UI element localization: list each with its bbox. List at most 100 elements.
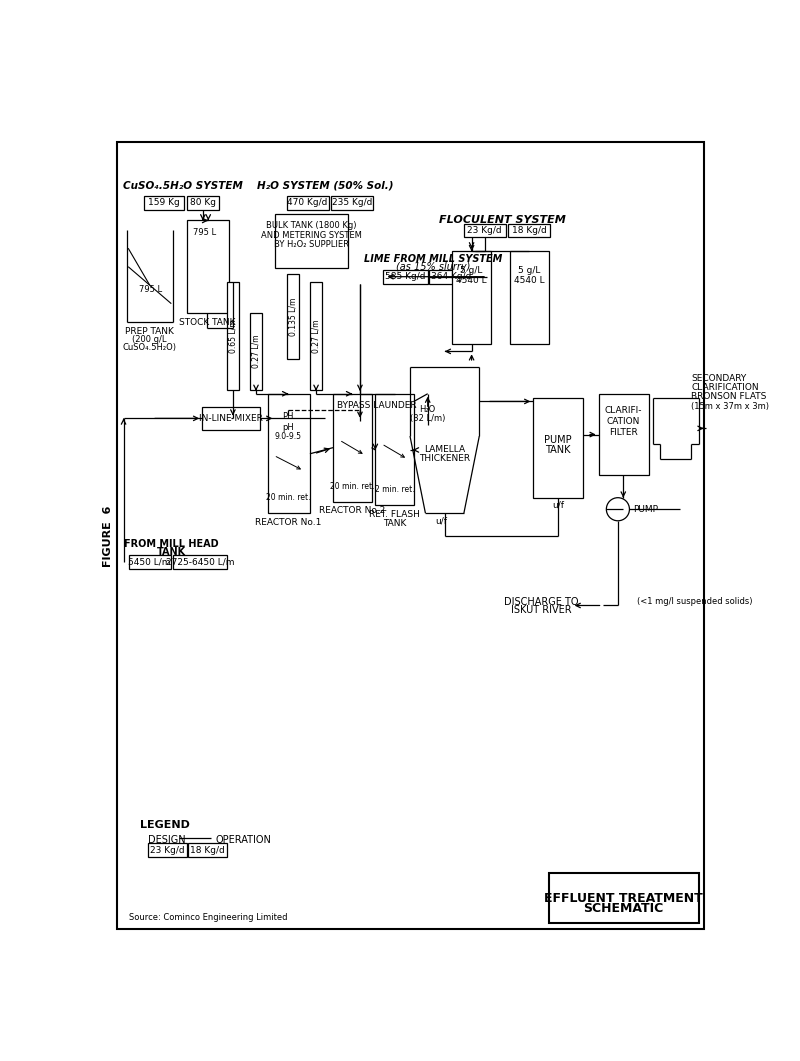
Text: DESIGN: DESIGN bbox=[148, 835, 186, 846]
Text: 159 Kg: 159 Kg bbox=[149, 198, 180, 207]
Bar bbox=[330, 196, 373, 210]
Text: TANK: TANK bbox=[157, 547, 186, 557]
Text: SECONDARY: SECONDARY bbox=[691, 373, 746, 383]
Bar bbox=[508, 224, 550, 238]
Text: 2 min. ret.: 2 min. ret. bbox=[374, 486, 414, 494]
Text: u/f: u/f bbox=[435, 517, 446, 525]
Text: 5 g/L: 5 g/L bbox=[461, 266, 482, 275]
Text: 5450 L/m: 5450 L/m bbox=[129, 557, 171, 567]
Text: 235 Kg/d: 235 Kg/d bbox=[332, 198, 373, 207]
Text: 80 Kg: 80 Kg bbox=[190, 198, 216, 207]
Text: RET. FLASH: RET. FLASH bbox=[369, 510, 420, 519]
Text: H₂O SYSTEM (50% Sol.): H₂O SYSTEM (50% Sol.) bbox=[257, 180, 394, 191]
Text: 0.65 L/m: 0.65 L/m bbox=[229, 319, 238, 353]
Text: PH: PH bbox=[282, 413, 294, 421]
Text: 364 Kg/d: 364 Kg/d bbox=[431, 273, 472, 281]
Text: 18 Kg/d: 18 Kg/d bbox=[190, 846, 225, 855]
Text: FIGURE  6: FIGURE 6 bbox=[103, 505, 113, 567]
Text: TANK: TANK bbox=[545, 445, 570, 455]
Bar bbox=[186, 221, 229, 313]
Text: 0.27 L/m: 0.27 L/m bbox=[251, 334, 261, 368]
Text: BRONSON FLATS: BRONSON FLATS bbox=[691, 393, 766, 401]
Text: 0.135 L/m: 0.135 L/m bbox=[289, 297, 298, 336]
Bar bbox=[333, 394, 371, 502]
Text: THICKENER: THICKENER bbox=[419, 454, 470, 463]
Text: EFFLUENT TREATMENT: EFFLUENT TREATMENT bbox=[544, 891, 702, 905]
Bar bbox=[383, 269, 428, 283]
Text: FLOCULENT SYSTEM: FLOCULENT SYSTEM bbox=[439, 215, 566, 226]
Bar bbox=[464, 224, 506, 238]
Bar bbox=[188, 843, 226, 857]
Text: FROM MILL HEAD: FROM MILL HEAD bbox=[124, 539, 218, 549]
Text: 9.0-9.5: 9.0-9.5 bbox=[275, 432, 302, 440]
Text: LEGEND: LEGEND bbox=[141, 820, 190, 830]
Text: (<1 mg/l suspended solids): (<1 mg/l suspended solids) bbox=[637, 597, 753, 606]
Text: CuSO₄.5H₂O): CuSO₄.5H₂O) bbox=[122, 343, 177, 352]
Bar bbox=[202, 406, 260, 430]
Bar bbox=[250, 313, 262, 389]
Text: PREP TANK: PREP TANK bbox=[126, 327, 174, 336]
Bar bbox=[510, 251, 549, 344]
Text: CATION: CATION bbox=[606, 417, 640, 425]
Text: AND METERING SYSTEM: AND METERING SYSTEM bbox=[261, 230, 362, 240]
Bar bbox=[598, 394, 649, 474]
Text: BY H₂O₂ SUPPLIER: BY H₂O₂ SUPPLIER bbox=[274, 240, 349, 249]
Bar bbox=[549, 873, 698, 923]
Text: 4540 L: 4540 L bbox=[514, 276, 545, 285]
Text: PUMP: PUMP bbox=[544, 435, 572, 445]
Text: (as 15% slurry): (as 15% slurry) bbox=[396, 262, 470, 273]
Text: 20 min. ret.: 20 min. ret. bbox=[330, 482, 374, 490]
Text: pH: pH bbox=[282, 423, 294, 432]
Text: SCHEMATIC: SCHEMATIC bbox=[583, 902, 663, 916]
Text: OPERATION: OPERATION bbox=[216, 835, 272, 846]
Text: 0.27 L/m: 0.27 L/m bbox=[311, 319, 321, 352]
Bar bbox=[275, 214, 349, 268]
Text: DISCHARGE TO: DISCHARGE TO bbox=[504, 596, 578, 607]
Text: (32 L/m): (32 L/m) bbox=[410, 414, 446, 423]
Text: STOCK TANK: STOCK TANK bbox=[179, 317, 236, 327]
Text: u/f: u/f bbox=[552, 501, 564, 510]
Text: LIME FROM MILL SYSTEM: LIME FROM MILL SYSTEM bbox=[364, 254, 502, 264]
Text: (15m x 37m x 3m): (15m x 37m x 3m) bbox=[691, 401, 769, 411]
Text: CLARIFI-: CLARIFI- bbox=[605, 406, 642, 415]
Text: REACTOR No.2: REACTOR No.2 bbox=[319, 506, 386, 516]
Bar bbox=[452, 251, 491, 344]
Bar bbox=[173, 555, 226, 569]
Bar bbox=[310, 282, 322, 389]
Text: 23 Kg/d: 23 Kg/d bbox=[150, 846, 185, 855]
Text: 18 Kg/d: 18 Kg/d bbox=[512, 226, 546, 234]
Bar bbox=[430, 269, 474, 283]
Text: BULK TANK (1800 Kg): BULK TANK (1800 Kg) bbox=[266, 222, 357, 230]
Text: CuSO₄.5H₂O SYSTEM: CuSO₄.5H₂O SYSTEM bbox=[123, 180, 242, 191]
Text: 585 Kg/d: 585 Kg/d bbox=[385, 273, 426, 281]
Text: H₂O: H₂O bbox=[419, 404, 436, 414]
Text: BYPASS LAUNDER: BYPASS LAUNDER bbox=[337, 401, 417, 410]
Text: IN-LINE MIXER: IN-LINE MIXER bbox=[198, 414, 262, 423]
Text: 20 min. ret.: 20 min. ret. bbox=[266, 493, 310, 502]
Text: PUMP: PUMP bbox=[634, 505, 658, 514]
Text: 795 L: 795 L bbox=[193, 227, 216, 237]
Text: ISKUT RIVER: ISKUT RIVER bbox=[510, 605, 571, 615]
Text: 23 Kg/d: 23 Kg/d bbox=[467, 226, 502, 234]
Text: 470 Kg/d: 470 Kg/d bbox=[287, 198, 328, 207]
Text: 795 L: 795 L bbox=[139, 285, 162, 294]
Bar bbox=[148, 843, 186, 857]
Text: 4540 L: 4540 L bbox=[456, 276, 487, 285]
Text: REACTOR No.1: REACTOR No.1 bbox=[255, 518, 322, 527]
Bar bbox=[287, 275, 299, 359]
Bar bbox=[375, 394, 414, 505]
Text: (200 g/L: (200 g/L bbox=[133, 334, 167, 344]
Bar bbox=[226, 282, 239, 389]
Bar bbox=[129, 555, 171, 569]
Text: CLARIFICATION: CLARIFICATION bbox=[691, 383, 758, 393]
Text: 5 g/L: 5 g/L bbox=[518, 266, 541, 275]
Bar bbox=[144, 196, 184, 210]
Text: FILTER: FILTER bbox=[609, 428, 638, 437]
Text: 2725-6450 L/m: 2725-6450 L/m bbox=[166, 557, 234, 567]
Text: TANK: TANK bbox=[383, 519, 406, 527]
Text: LAMELLA: LAMELLA bbox=[424, 446, 466, 454]
Bar bbox=[534, 398, 583, 498]
Bar bbox=[287, 196, 329, 210]
Bar bbox=[267, 394, 310, 514]
Text: Source: Cominco Engineering Limited: Source: Cominco Engineering Limited bbox=[129, 912, 287, 922]
